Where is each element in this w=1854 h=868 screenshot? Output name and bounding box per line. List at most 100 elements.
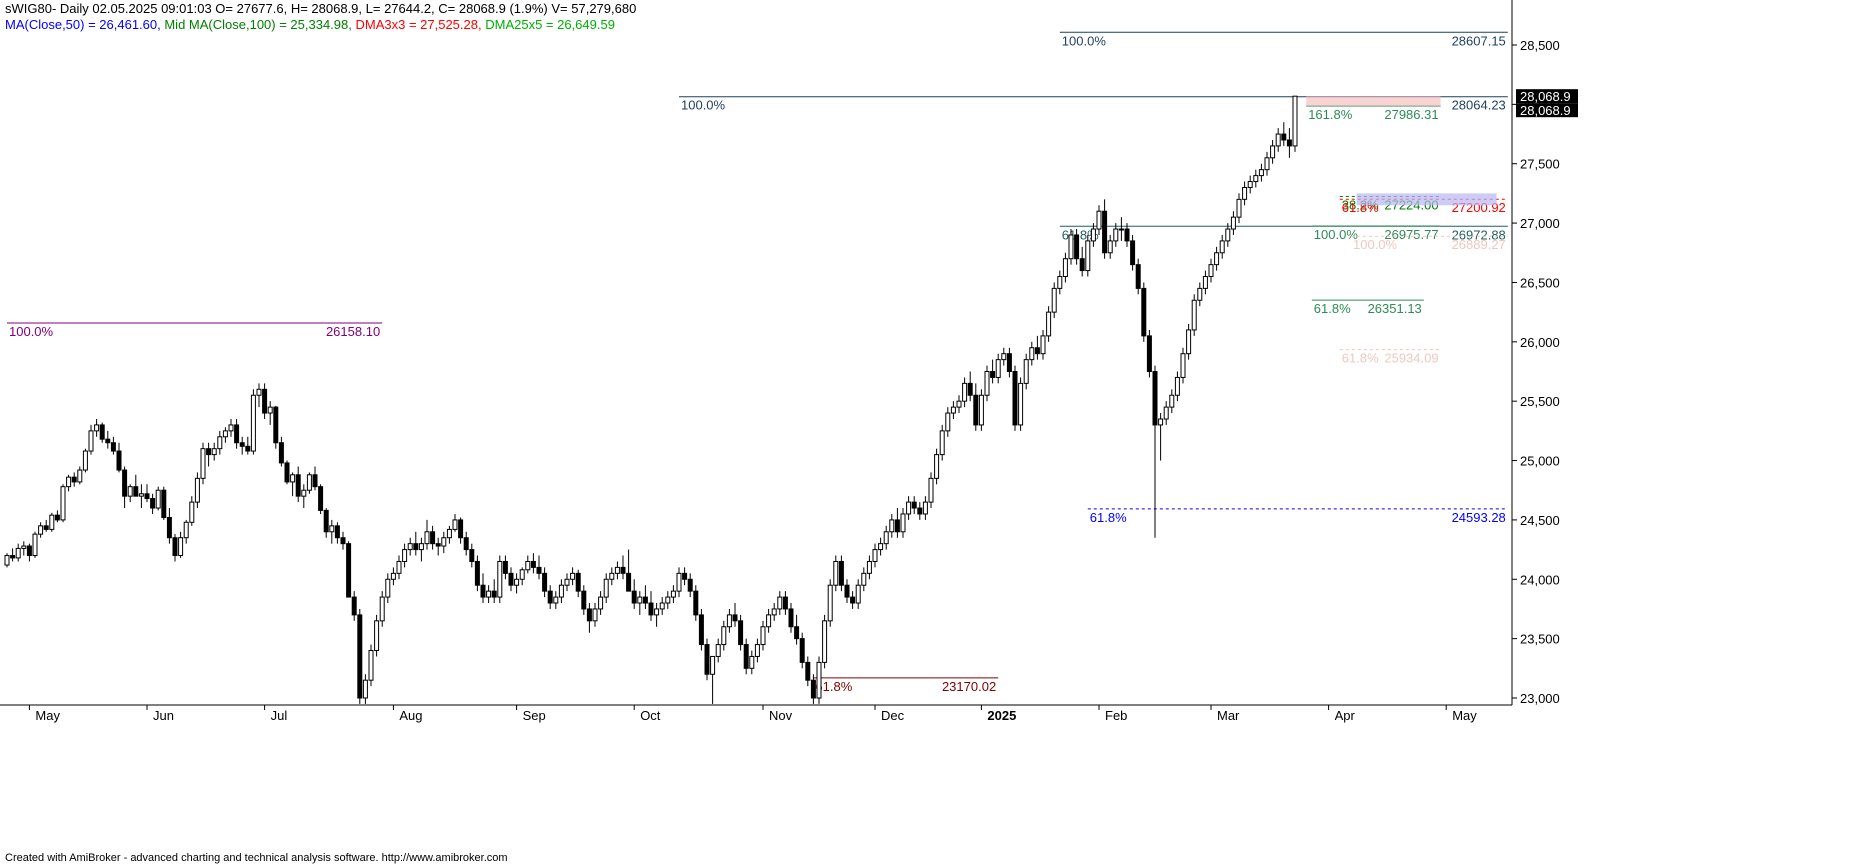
- candle-up: [77, 469, 83, 483]
- candle-up: [15, 547, 21, 559]
- candle-up: [49, 514, 55, 530]
- candle-up: [1046, 311, 1052, 337]
- candle-up: [816, 661, 822, 699]
- candle-down: [346, 543, 352, 598]
- candle-up: [889, 519, 895, 533]
- candle-up: [598, 596, 604, 610]
- candle-down: [542, 572, 548, 592]
- candle-down: [144, 493, 150, 500]
- candle-up: [1242, 186, 1248, 200]
- candle-up: [1057, 276, 1063, 289]
- candle-down: [150, 498, 156, 509]
- candle-down: [480, 584, 486, 598]
- chart-title: sWIG80- Daily 02.05.2025 09:01:03 O= 276…: [5, 1, 637, 16]
- level-left-label: 61.8%: [1314, 301, 1351, 316]
- candle-up: [250, 394, 256, 452]
- candle-down: [648, 602, 654, 616]
- candle-down: [1141, 287, 1147, 337]
- candle-up: [301, 489, 307, 497]
- candle-up: [962, 382, 968, 402]
- level-right-label: 28064.23: [1452, 98, 1506, 113]
- candle-down: [738, 620, 744, 646]
- candle-up: [1174, 376, 1180, 396]
- level-left-label: 100.0%: [681, 98, 726, 113]
- candle-down: [794, 626, 800, 640]
- x-tick-label: Jul: [271, 708, 288, 723]
- candle-up: [368, 650, 374, 681]
- candle-down: [463, 537, 469, 551]
- candle-up: [978, 394, 984, 426]
- candle-up: [155, 489, 161, 509]
- candle-up: [754, 644, 760, 657]
- candle-up: [88, 430, 94, 452]
- candle-up: [1197, 287, 1203, 301]
- candle-down: [810, 679, 816, 699]
- candle-down: [295, 474, 301, 497]
- candle-down: [1135, 264, 1141, 289]
- candle-up: [4, 555, 10, 566]
- candle-up: [418, 543, 424, 551]
- candle-down: [782, 596, 788, 610]
- candle-up: [525, 560, 531, 571]
- credit-text: Created with AmiBroker - advanced charti…: [5, 852, 508, 864]
- candle-down: [508, 572, 514, 586]
- level-right-label: 26158.10: [326, 324, 380, 339]
- level-left-label: 161.8%: [1308, 107, 1353, 122]
- candles: [4, 95, 1298, 704]
- x-tick-label: Nov: [769, 708, 793, 723]
- level-left-label: 100.0%: [1353, 237, 1398, 252]
- candle-down: [54, 514, 60, 521]
- level-right-label: 24593.28: [1452, 510, 1506, 525]
- candle-up: [1208, 264, 1214, 278]
- candle-up: [900, 513, 906, 533]
- last-price-label: 28,068.9: [1520, 89, 1571, 104]
- candle-up: [1090, 228, 1096, 242]
- candle-up: [676, 572, 682, 592]
- candle-up: [866, 560, 872, 574]
- candle-up: [659, 602, 665, 610]
- candle-down: [435, 543, 441, 547]
- candle-up: [883, 531, 889, 545]
- candle-up: [407, 543, 413, 551]
- candle-down: [732, 614, 738, 622]
- candle-down: [284, 462, 290, 483]
- level-right-label: 26972.88: [1452, 227, 1506, 242]
- candle-up: [306, 474, 312, 491]
- candle-up: [855, 584, 861, 604]
- candle-up: [1062, 258, 1068, 278]
- candle-down: [161, 489, 167, 519]
- candle-up: [441, 537, 447, 547]
- candle-up: [1264, 157, 1270, 171]
- candle-down: [536, 566, 542, 574]
- candle-up: [670, 590, 676, 598]
- candle-up: [200, 448, 206, 479]
- candle-up: [1118, 228, 1124, 231]
- candle-up: [290, 474, 296, 483]
- candle-up: [822, 620, 828, 663]
- level-left-label: 100.0%: [9, 324, 54, 339]
- candle-down: [10, 555, 16, 559]
- candle-up: [721, 626, 727, 646]
- x-tick-label: Dec: [881, 708, 905, 723]
- level-right-label: 28607.15: [1452, 33, 1506, 48]
- candle-up: [1040, 335, 1046, 355]
- candle-up: [1270, 145, 1276, 159]
- candle-up: [553, 596, 559, 604]
- candle-up: [1236, 198, 1242, 218]
- last-price-label: 28,068.9: [1520, 103, 1571, 118]
- candle-up: [760, 626, 766, 646]
- candle-down: [1152, 371, 1158, 426]
- candle-up: [558, 584, 564, 598]
- candle-down: [1006, 353, 1012, 373]
- ma-legend-item: DMA3x3 = 27,525.28,: [351, 17, 482, 32]
- y-tick-label: 25,500: [1520, 394, 1560, 409]
- y-tick-label: 23,500: [1520, 632, 1560, 647]
- candle-down: [844, 584, 850, 598]
- candle-up: [127, 486, 133, 497]
- candle-down: [911, 501, 917, 509]
- x-tick-label: Apr: [1335, 708, 1356, 723]
- candle-down: [234, 424, 240, 444]
- candle-down: [581, 590, 587, 610]
- candle-down: [502, 560, 508, 574]
